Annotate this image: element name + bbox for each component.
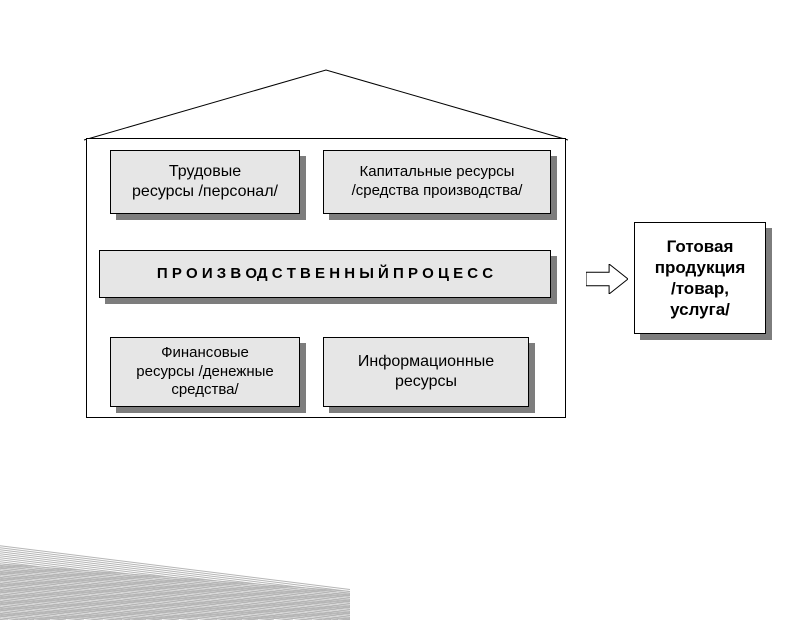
box-information-resources: Информационныересурсы bbox=[323, 337, 529, 407]
diagram-canvas: Трудовыересурсы /персонал/ Капитальные р… bbox=[0, 0, 800, 600]
box-labor-label: Трудовыересурсы /персонал/ bbox=[132, 162, 278, 202]
arrow-right-icon bbox=[586, 264, 628, 294]
box-production-process: П Р О И З В ОД С Т В Е Н Н Ы Й П Р О Ц Е… bbox=[99, 250, 551, 298]
box-capital-label: Капитальные ресурсы/средства производств… bbox=[352, 163, 523, 201]
decorative-hatch bbox=[0, 440, 350, 620]
box-process-label: П Р О И З В ОД С Т В Е Н Н Ы Й П Р О Ц Е… bbox=[157, 265, 493, 284]
box-capital-resources: Капитальные ресурсы/средства производств… bbox=[323, 150, 551, 214]
box-labor-resources: Трудовыересурсы /персонал/ bbox=[110, 150, 300, 214]
box-financial-resources: Финансовыересурсы /денежныесредства/ bbox=[110, 337, 300, 407]
box-finished-product: Готоваяпродукция/товар,услуга/ bbox=[634, 222, 766, 334]
box-output-label: Готоваяпродукция/товар,услуга/ bbox=[655, 236, 746, 321]
box-financial-label: Финансовыересурсы /денежныесредства/ bbox=[136, 344, 273, 400]
box-info-label: Информационныересурсы bbox=[358, 352, 494, 392]
